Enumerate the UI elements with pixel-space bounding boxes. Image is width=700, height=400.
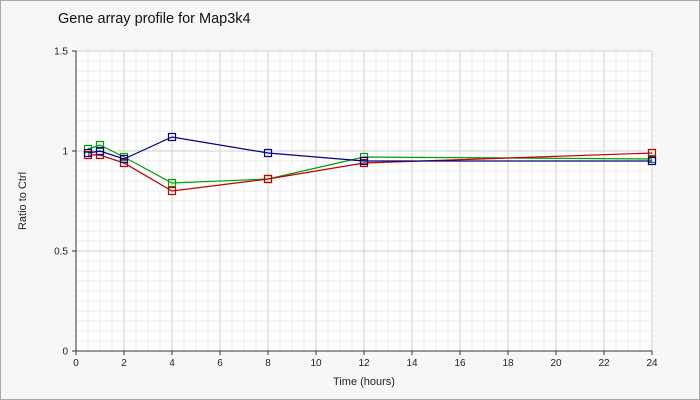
data-point-marker — [83, 148, 93, 158]
data-point-marker — [647, 148, 657, 158]
x-tick-label: 10 — [310, 358, 322, 369]
data-point-marker — [263, 148, 273, 158]
x-tick-label: 18 — [502, 358, 514, 369]
data-point-marker — [95, 140, 105, 150]
data-point-marker — [167, 132, 177, 142]
data-point-marker — [167, 178, 177, 188]
data-point-marker — [95, 146, 105, 156]
series-3 — [83, 132, 657, 166]
x-tick-label: 24 — [646, 358, 658, 369]
data-point-marker — [647, 156, 657, 166]
x-tick-label: 8 — [265, 358, 271, 369]
x-tick-label: 0 — [73, 358, 79, 369]
x-tick-label: 14 — [406, 358, 418, 369]
y-tick-label: 1 — [62, 147, 68, 158]
x-tick-label: 20 — [550, 358, 562, 369]
x-tick-label: 12 — [358, 358, 370, 369]
x-axis-label: Time (hours) — [333, 376, 395, 388]
series-line — [87, 136, 652, 162]
y-tick-labels: 0 0.5 1 1.5 — [54, 47, 76, 358]
chart-title: Gene array profile for Map3k4 — [58, 11, 251, 27]
x-tick-label: 22 — [598, 358, 610, 369]
y-tick-label: 1.5 — [54, 47, 68, 58]
y-tick-label: 0.5 — [54, 247, 68, 258]
data-point-marker — [119, 154, 129, 164]
y-tick-label: 0 — [62, 347, 68, 358]
data-point-marker — [359, 156, 369, 166]
x-tick-label: 16 — [454, 358, 466, 369]
data-point-marker — [263, 174, 273, 184]
x-tick-label: 4 — [169, 358, 175, 369]
y-axis-label: Ratio to Ctrl — [17, 172, 29, 230]
series-layer — [83, 132, 657, 196]
x-tick-label: 2 — [121, 358, 127, 369]
axes — [72, 51, 652, 355]
x-tick-label: 6 — [217, 358, 223, 369]
data-point-marker — [167, 186, 177, 196]
x-tick-labels: 0 2 4 6 8 10 12 14 16 18 20 22 24 — [73, 351, 658, 369]
